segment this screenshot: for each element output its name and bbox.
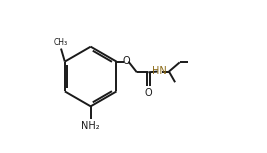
Text: HN: HN <box>152 66 167 76</box>
Text: O: O <box>123 56 130 66</box>
Text: CH₃: CH₃ <box>53 38 67 47</box>
Text: NH₂: NH₂ <box>81 121 100 131</box>
Text: O: O <box>144 88 152 98</box>
